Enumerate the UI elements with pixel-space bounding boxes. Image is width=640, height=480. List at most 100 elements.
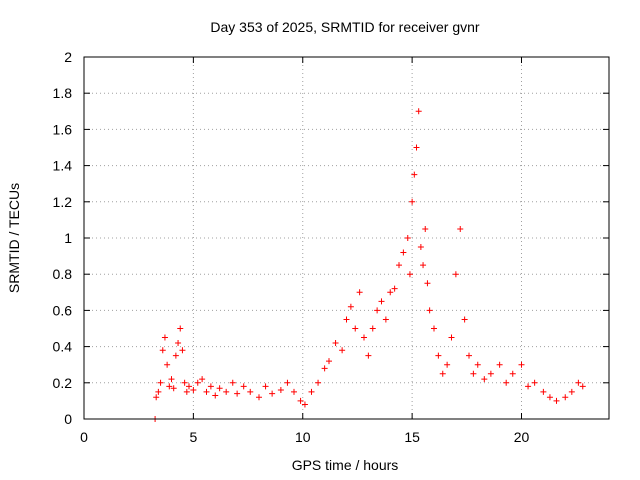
y-axis-label: SRMTID / TECUs <box>6 183 22 293</box>
data-point <box>247 388 254 395</box>
data-point <box>159 347 166 354</box>
data-point <box>422 225 429 232</box>
data-point <box>452 271 459 278</box>
data-point <box>155 388 162 395</box>
data-point <box>161 334 168 341</box>
data-point <box>223 388 230 395</box>
y-tick-label: 1.4 <box>53 158 73 174</box>
x-tick-label: 15 <box>404 429 420 445</box>
y-tick-label: 0.6 <box>53 302 73 318</box>
y-tick-label: 0 <box>64 411 72 427</box>
data-point <box>240 383 247 390</box>
data-point <box>297 397 304 404</box>
data-point <box>382 316 389 323</box>
data-point <box>426 307 433 314</box>
data-point <box>417 244 424 251</box>
data-point <box>461 316 468 323</box>
data-point <box>448 334 455 341</box>
data-point <box>439 370 446 377</box>
axis-ticks <box>83 56 609 420</box>
data-point <box>234 390 241 397</box>
data-point <box>183 388 190 395</box>
grid-lines <box>84 57 609 419</box>
data-point <box>415 108 422 115</box>
x-tick-label: 5 <box>189 429 197 445</box>
data-point <box>339 347 346 354</box>
y-tick-label: 0.8 <box>53 266 73 282</box>
data-point <box>525 383 532 390</box>
x-axis-label: GPS time / hours <box>292 457 399 473</box>
data-point <box>229 379 236 386</box>
data-point <box>424 280 431 287</box>
data-point <box>496 361 503 368</box>
data-point <box>413 144 420 151</box>
data-points <box>152 108 586 422</box>
data-point <box>177 325 184 332</box>
data-point <box>166 383 173 390</box>
x-tick-label: 0 <box>80 429 88 445</box>
data-point <box>153 394 160 401</box>
data-point <box>321 365 328 372</box>
data-point <box>503 379 510 386</box>
data-point <box>404 235 411 241</box>
data-point <box>518 361 525 368</box>
data-point <box>170 385 177 392</box>
data-point <box>347 303 354 310</box>
x-tick-label: 20 <box>514 429 530 445</box>
y-tick-label: 0.4 <box>53 339 73 355</box>
data-point <box>553 397 560 404</box>
data-point <box>186 383 192 390</box>
data-point <box>175 339 182 346</box>
data-point <box>546 394 553 401</box>
data-point <box>181 379 188 386</box>
data-point <box>365 352 372 359</box>
data-point <box>308 388 315 395</box>
data-point <box>487 370 494 377</box>
y-tick-label: 0.2 <box>53 375 73 391</box>
data-point <box>199 376 206 383</box>
data-point <box>400 249 407 256</box>
data-point <box>291 388 297 395</box>
y-tick-label: 1.2 <box>53 194 73 210</box>
y-tick-label: 2 <box>64 49 72 65</box>
data-point <box>326 358 332 365</box>
data-point <box>315 379 322 386</box>
data-point <box>444 361 451 368</box>
data-point <box>466 352 472 359</box>
data-point <box>194 379 201 386</box>
data-point <box>411 171 418 178</box>
data-point <box>435 352 442 359</box>
data-point <box>301 401 308 408</box>
data-point <box>269 390 276 397</box>
data-point <box>356 289 363 296</box>
data-point <box>378 298 385 305</box>
data-point <box>474 361 481 368</box>
data-point <box>396 262 402 269</box>
data-point <box>190 387 197 394</box>
data-point <box>420 262 427 269</box>
data-point <box>256 394 262 401</box>
data-point <box>406 271 413 278</box>
data-point <box>203 388 210 395</box>
data-point <box>457 225 464 232</box>
data-point <box>284 379 291 386</box>
data-point <box>579 383 586 390</box>
data-point <box>262 383 269 390</box>
data-point <box>352 325 359 332</box>
x-tick-labels: 0 5 10 15 20 <box>80 429 529 445</box>
data-point <box>168 376 175 383</box>
data-point <box>361 334 367 341</box>
data-point <box>369 325 376 332</box>
data-point <box>509 370 516 377</box>
data-point <box>277 387 284 394</box>
data-point <box>172 352 179 359</box>
data-point <box>540 388 547 395</box>
x-tick-label: 10 <box>295 429 311 445</box>
data-point <box>431 325 437 332</box>
data-point <box>179 347 186 354</box>
y-tick-label: 1.6 <box>53 121 73 137</box>
chart-title: Day 353 of 2025, SRMTID for receiver gvn… <box>210 19 480 35</box>
data-point <box>343 316 350 323</box>
